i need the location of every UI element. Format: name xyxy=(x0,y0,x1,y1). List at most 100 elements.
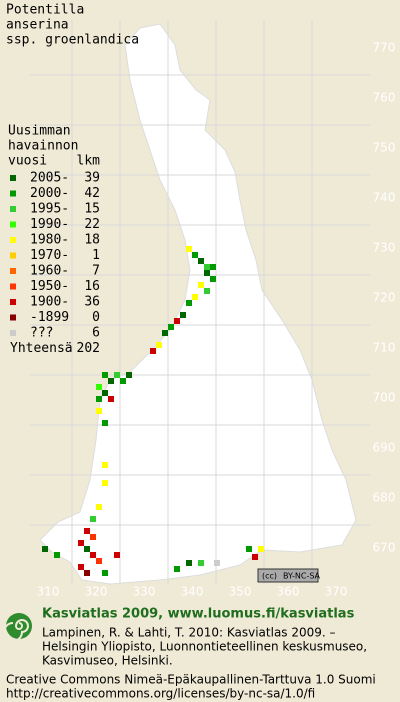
legend-swatch xyxy=(10,175,16,181)
legend-label: 1980- xyxy=(30,233,69,248)
title-line: anserina xyxy=(6,18,69,33)
square xyxy=(102,372,108,378)
legend-total: 202 xyxy=(77,341,100,356)
legend-header: vuosi xyxy=(8,154,47,169)
legend-swatch xyxy=(10,283,16,290)
x-label: 320 xyxy=(85,585,108,599)
legend-label: 1990- xyxy=(30,217,69,232)
legend-header: lkm xyxy=(77,154,101,169)
legend-swatch xyxy=(10,190,16,197)
legend-label: 2005- xyxy=(30,171,69,186)
legend-label: 1970- xyxy=(30,248,69,263)
square xyxy=(174,566,180,572)
square xyxy=(102,480,108,486)
title: Potentilla anserina ssp. groenlandica xyxy=(6,3,139,48)
x-label: 330 xyxy=(133,585,156,599)
legend-label: 2000- xyxy=(30,186,69,201)
legend-count: 0 xyxy=(92,310,100,325)
x-label: 340 xyxy=(181,585,204,599)
square xyxy=(96,504,102,510)
square xyxy=(156,342,162,348)
square xyxy=(96,558,102,564)
observation-squares xyxy=(42,246,264,576)
square xyxy=(114,552,120,558)
square xyxy=(204,264,210,270)
axes: 310 320 330 340 350 360 3707707607507407307207… xyxy=(37,41,396,599)
square xyxy=(192,252,198,258)
square xyxy=(84,570,90,576)
square xyxy=(108,378,114,384)
square xyxy=(258,546,264,552)
y-label: 760 xyxy=(373,91,396,105)
logo xyxy=(3,613,32,642)
x-label: 310 xyxy=(37,585,60,599)
x-label: 350 xyxy=(229,585,252,599)
square xyxy=(252,554,258,560)
square xyxy=(102,420,108,426)
legend: Uusimman havainnon vuosi lkm 2005- 39 2000… xyxy=(8,124,100,357)
square xyxy=(78,540,84,546)
square xyxy=(96,408,102,414)
legend-count: 7 xyxy=(92,264,100,279)
legend-label: 1900- xyxy=(30,295,69,310)
legend-count: 22 xyxy=(84,217,100,232)
legend-label: 1960- xyxy=(30,264,69,279)
square xyxy=(90,516,96,522)
legend-count: 16 xyxy=(84,279,100,294)
square xyxy=(102,570,108,576)
x-label: 370 xyxy=(325,585,348,599)
legend-label: ??? xyxy=(30,326,53,341)
legend-swatch xyxy=(10,268,16,274)
finland-outline xyxy=(39,23,357,585)
square xyxy=(174,318,180,324)
y-label: 700 xyxy=(373,391,396,405)
legend-header: Uusimman xyxy=(8,124,71,139)
site-title: Kasviatlas 2009, www.luomus.fi/kasviatla… xyxy=(42,607,355,622)
legend-count: 18 xyxy=(84,233,100,248)
license: http://creativecommons.org/licenses/by-n… xyxy=(6,687,315,701)
legend-count: 6 xyxy=(92,326,100,341)
citation: Lampinen, R. & Lahti, T. 2010: Kasviatla… xyxy=(42,626,336,640)
square xyxy=(210,276,216,282)
title-line: Potentilla xyxy=(6,3,84,18)
square xyxy=(186,560,192,566)
license: Creative Commons Nimeä-Epäkaupallinen-Ta… xyxy=(6,673,376,687)
y-label: 670 xyxy=(373,541,396,555)
square xyxy=(186,246,192,252)
logo-disc xyxy=(6,613,32,639)
square xyxy=(84,528,90,534)
square xyxy=(120,378,126,384)
y-label: 680 xyxy=(373,491,396,505)
square xyxy=(204,288,210,294)
x-label: 360 xyxy=(277,585,300,599)
y-label: 720 xyxy=(373,291,396,305)
square xyxy=(54,552,60,558)
square xyxy=(108,396,114,402)
legend-swatch xyxy=(10,221,16,228)
title-line: ssp. groenlandica xyxy=(6,33,139,48)
square xyxy=(96,384,102,390)
square xyxy=(168,324,174,330)
square xyxy=(78,564,84,570)
grid xyxy=(30,20,370,585)
legend-label: 1995- xyxy=(30,202,69,217)
square xyxy=(210,264,216,270)
license-badge: (cc) BY-NC-SA xyxy=(257,568,321,583)
square xyxy=(126,372,132,378)
square xyxy=(192,294,198,300)
square xyxy=(90,552,96,558)
citation: Helsingin Yliopisto, Luonnontieteellinen… xyxy=(42,640,367,654)
legend-count: 39 xyxy=(84,171,100,186)
y-label: 750 xyxy=(373,141,396,155)
square xyxy=(186,300,192,306)
square xyxy=(198,282,204,288)
square xyxy=(180,312,186,318)
square xyxy=(96,396,102,402)
square xyxy=(114,372,120,378)
legend-swatch xyxy=(10,314,16,321)
y-label: 710 xyxy=(373,341,396,355)
legend-swatch xyxy=(10,330,16,336)
square xyxy=(214,560,220,566)
